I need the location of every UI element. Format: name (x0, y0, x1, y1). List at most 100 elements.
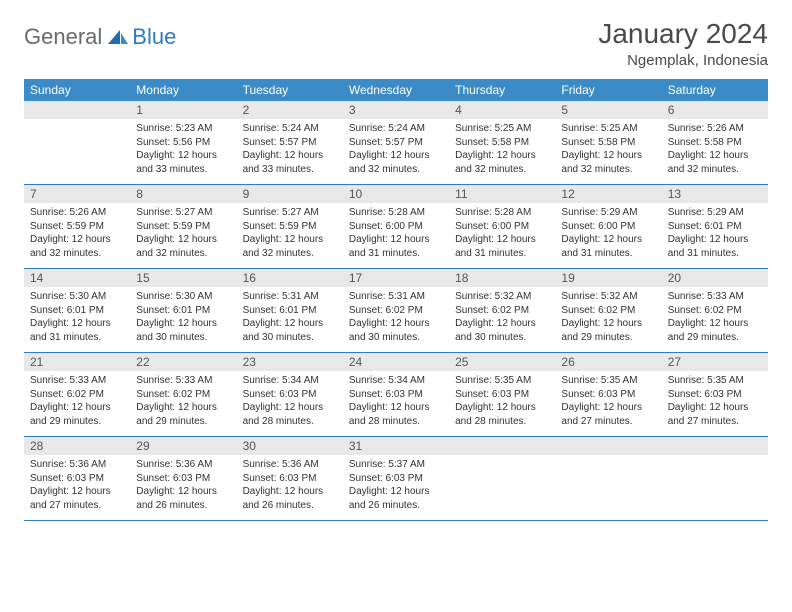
day-number: 11 (449, 185, 555, 203)
sunset-line: Sunset: 6:03 PM (349, 473, 423, 484)
day-data: Sunrise: 5:37 AMSunset: 6:03 PMDaylight:… (343, 455, 449, 520)
sunset-line: Sunset: 6:01 PM (136, 305, 210, 316)
sunset-line: Sunset: 6:01 PM (243, 305, 317, 316)
daylight-line: Daylight: 12 hours and 28 minutes. (455, 402, 536, 427)
sunset-line: Sunset: 6:03 PM (243, 389, 317, 400)
day-data: Sunrise: 5:25 AMSunset: 5:58 PMDaylight:… (555, 119, 661, 184)
sunset-line: Sunset: 6:03 PM (136, 473, 210, 484)
day-data: Sunrise: 5:26 AMSunset: 5:59 PMDaylight:… (24, 203, 130, 268)
calendar-cell: 31Sunrise: 5:37 AMSunset: 6:03 PMDayligh… (343, 437, 449, 521)
logo-sail-icon (106, 28, 130, 46)
day-data: Sunrise: 5:29 AMSunset: 6:01 PMDaylight:… (662, 203, 768, 268)
day-number: 30 (237, 437, 343, 455)
day-data: Sunrise: 5:35 AMSunset: 6:03 PMDaylight:… (555, 371, 661, 436)
sunrise-line: Sunrise: 5:30 AM (136, 291, 212, 302)
calendar-cell: 9Sunrise: 5:27 AMSunset: 5:59 PMDaylight… (237, 185, 343, 269)
day-data: Sunrise: 5:28 AMSunset: 6:00 PMDaylight:… (449, 203, 555, 268)
calendar-cell: 12Sunrise: 5:29 AMSunset: 6:00 PMDayligh… (555, 185, 661, 269)
daylight-line: Daylight: 12 hours and 32 minutes. (668, 150, 749, 175)
day-data: Sunrise: 5:31 AMSunset: 6:01 PMDaylight:… (237, 287, 343, 352)
day-data: Sunrise: 5:35 AMSunset: 6:03 PMDaylight:… (662, 371, 768, 436)
weekday-header: Saturday (662, 79, 768, 101)
sunrise-line: Sunrise: 5:29 AM (668, 207, 744, 218)
daylight-line: Daylight: 12 hours and 26 minutes. (243, 486, 324, 511)
sunset-line: Sunset: 6:02 PM (349, 305, 423, 316)
day-number: 12 (555, 185, 661, 203)
calendar-cell: 11Sunrise: 5:28 AMSunset: 6:00 PMDayligh… (449, 185, 555, 269)
day-number: 22 (130, 353, 236, 371)
sunset-line: Sunset: 6:03 PM (349, 389, 423, 400)
day-data: Sunrise: 5:36 AMSunset: 6:03 PMDaylight:… (237, 455, 343, 520)
sunrise-line: Sunrise: 5:24 AM (349, 123, 425, 134)
day-number: 16 (237, 269, 343, 287)
calendar-body: 1Sunrise: 5:23 AMSunset: 5:56 PMDaylight… (24, 101, 768, 521)
daylight-line: Daylight: 12 hours and 29 minutes. (668, 318, 749, 343)
day-data: Sunrise: 5:27 AMSunset: 5:59 PMDaylight:… (237, 203, 343, 268)
weekday-header: Monday (130, 79, 236, 101)
location-label: Ngemplak, Indonesia (598, 52, 768, 69)
sunset-line: Sunset: 5:59 PM (30, 221, 104, 232)
daylight-line: Daylight: 12 hours and 26 minutes. (136, 486, 217, 511)
day-number: 25 (449, 353, 555, 371)
day-number: 7 (24, 185, 130, 203)
sunset-line: Sunset: 6:02 PM (136, 389, 210, 400)
day-number: 5 (555, 101, 661, 119)
daylight-line: Daylight: 12 hours and 27 minutes. (30, 486, 111, 511)
calendar-row: 21Sunrise: 5:33 AMSunset: 6:02 PMDayligh… (24, 353, 768, 437)
sunrise-line: Sunrise: 5:34 AM (349, 375, 425, 386)
sunrise-line: Sunrise: 5:30 AM (30, 291, 106, 302)
day-data: Sunrise: 5:35 AMSunset: 6:03 PMDaylight:… (449, 371, 555, 436)
daylight-line: Daylight: 12 hours and 28 minutes. (349, 402, 430, 427)
calendar-cell: 2Sunrise: 5:24 AMSunset: 5:57 PMDaylight… (237, 101, 343, 185)
calendar-cell: 22Sunrise: 5:33 AMSunset: 6:02 PMDayligh… (130, 353, 236, 437)
sunrise-line: Sunrise: 5:36 AM (136, 459, 212, 470)
sunrise-line: Sunrise: 5:25 AM (561, 123, 637, 134)
day-data (662, 455, 768, 503)
day-number: 14 (24, 269, 130, 287)
weekday-header: Friday (555, 79, 661, 101)
calendar-cell: 29Sunrise: 5:36 AMSunset: 6:03 PMDayligh… (130, 437, 236, 521)
day-number: 13 (662, 185, 768, 203)
calendar-cell: 19Sunrise: 5:32 AMSunset: 6:02 PMDayligh… (555, 269, 661, 353)
day-data: Sunrise: 5:33 AMSunset: 6:02 PMDaylight:… (662, 287, 768, 352)
weekday-header: Wednesday (343, 79, 449, 101)
sunset-line: Sunset: 6:02 PM (668, 305, 742, 316)
day-number (555, 437, 661, 455)
calendar-cell: 8Sunrise: 5:27 AMSunset: 5:59 PMDaylight… (130, 185, 236, 269)
daylight-line: Daylight: 12 hours and 33 minutes. (136, 150, 217, 175)
calendar-cell: 14Sunrise: 5:30 AMSunset: 6:01 PMDayligh… (24, 269, 130, 353)
day-data: Sunrise: 5:33 AMSunset: 6:02 PMDaylight:… (24, 371, 130, 436)
sunrise-line: Sunrise: 5:28 AM (349, 207, 425, 218)
calendar-head: SundayMondayTuesdayWednesdayThursdayFrid… (24, 79, 768, 101)
daylight-line: Daylight: 12 hours and 30 minutes. (136, 318, 217, 343)
sunset-line: Sunset: 5:57 PM (243, 137, 317, 148)
sunset-line: Sunset: 6:03 PM (30, 473, 104, 484)
sunset-line: Sunset: 5:56 PM (136, 137, 210, 148)
sunrise-line: Sunrise: 5:34 AM (243, 375, 319, 386)
day-number (662, 437, 768, 455)
calendar-cell: 5Sunrise: 5:25 AMSunset: 5:58 PMDaylight… (555, 101, 661, 185)
sunrise-line: Sunrise: 5:31 AM (243, 291, 319, 302)
daylight-line: Daylight: 12 hours and 26 minutes. (349, 486, 430, 511)
sunrise-line: Sunrise: 5:32 AM (455, 291, 531, 302)
sunset-line: Sunset: 6:03 PM (455, 389, 529, 400)
calendar-cell: 25Sunrise: 5:35 AMSunset: 6:03 PMDayligh… (449, 353, 555, 437)
sunset-line: Sunset: 6:02 PM (30, 389, 104, 400)
calendar-table: SundayMondayTuesdayWednesdayThursdayFrid… (24, 79, 768, 521)
day-number (24, 101, 130, 119)
day-data: Sunrise: 5:27 AMSunset: 5:59 PMDaylight:… (130, 203, 236, 268)
daylight-line: Daylight: 12 hours and 32 minutes. (243, 234, 324, 259)
header: General Blue January 2024 Ngemplak, Indo… (24, 18, 768, 69)
day-data: Sunrise: 5:32 AMSunset: 6:02 PMDaylight:… (555, 287, 661, 352)
daylight-line: Daylight: 12 hours and 32 minutes. (349, 150, 430, 175)
day-number: 28 (24, 437, 130, 455)
sunset-line: Sunset: 5:59 PM (136, 221, 210, 232)
daylight-line: Daylight: 12 hours and 32 minutes. (136, 234, 217, 259)
sunset-line: Sunset: 5:58 PM (455, 137, 529, 148)
sunset-line: Sunset: 6:00 PM (349, 221, 423, 232)
sunrise-line: Sunrise: 5:35 AM (561, 375, 637, 386)
sunset-line: Sunset: 5:58 PM (668, 137, 742, 148)
calendar-cell: 26Sunrise: 5:35 AMSunset: 6:03 PMDayligh… (555, 353, 661, 437)
month-title: January 2024 (598, 18, 768, 50)
sunset-line: Sunset: 5:59 PM (243, 221, 317, 232)
